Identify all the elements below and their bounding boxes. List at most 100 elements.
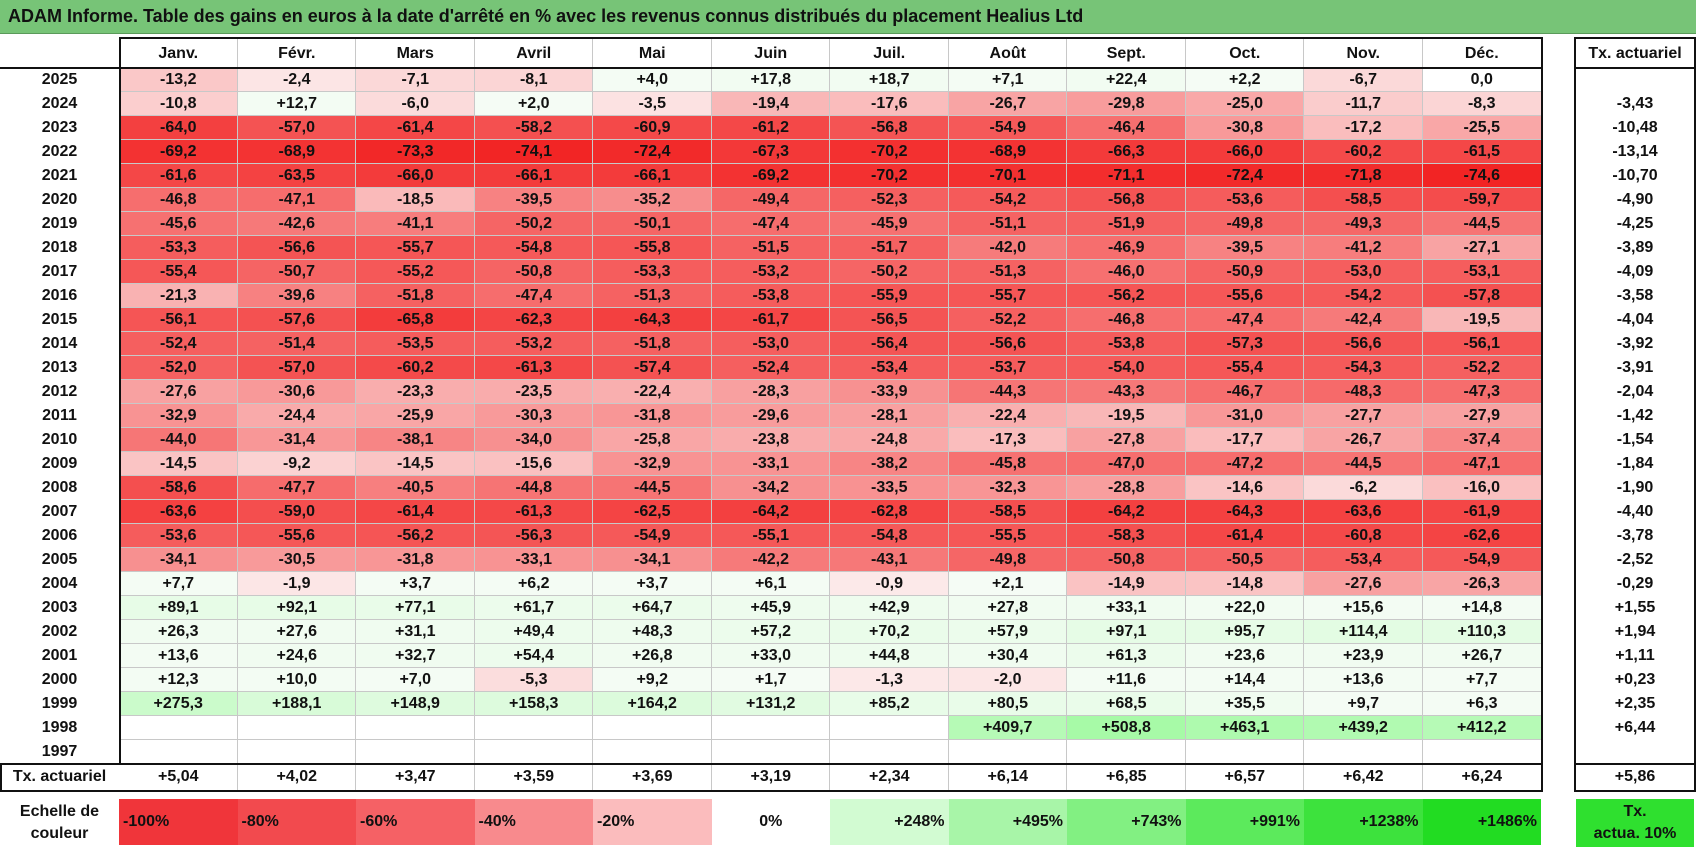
grid-line: [1303, 764, 1304, 790]
footer-rate-cell: +6,42: [1304, 764, 1423, 790]
heatmap-cell: +57,2: [711, 620, 830, 644]
heatmap-cell: -61,2: [711, 116, 830, 140]
grid-line: [236, 39, 238, 764]
grid-line: [1066, 39, 1067, 764]
heatmap-cell: -34,0: [474, 428, 593, 452]
heatmap-cell: +24,6: [237, 644, 356, 668]
footer-rate-cell: +3,69: [593, 764, 712, 790]
grid-line: [119, 403, 1541, 404]
footer-rate-cell: +4,02: [237, 764, 356, 790]
heatmap-cell: -34,1: [119, 548, 238, 572]
heatmap-cell: -57,3: [1185, 332, 1304, 356]
heatmap-cell: -14,5: [119, 452, 238, 476]
heatmap-cell: +275,3: [119, 692, 238, 716]
year-label: 2005: [0, 548, 119, 572]
grid-line: [473, 764, 475, 790]
heatmap-cell: -47,2: [1185, 452, 1304, 476]
heatmap-cell: -53,0: [1304, 260, 1423, 284]
heatmap-cell: [474, 716, 593, 740]
heatmap-cell: -67,3: [711, 140, 830, 164]
heatmap-cell: +7,7: [119, 572, 238, 596]
heatmap-cell: -55,4: [119, 260, 238, 284]
grid-line: [119, 139, 1541, 140]
heatmap-cell: -56,5: [830, 308, 949, 332]
heatmap-cell: -44,5: [593, 476, 712, 500]
heatmap-cell: [119, 716, 238, 740]
year-label: 2025: [0, 68, 119, 92]
heatmap-cell: +463,1: [1185, 716, 1304, 740]
heatmap-cell: -34,1: [593, 548, 712, 572]
heatmap-cell: -25,9: [356, 404, 475, 428]
heatmap-cell: +44,8: [830, 644, 949, 668]
year-label: 2003: [0, 596, 119, 620]
grid-line: [119, 283, 1541, 284]
year-label: 2018: [0, 236, 119, 260]
heatmap-cell: -51,1: [948, 212, 1067, 236]
heatmap-cell: -72,4: [1185, 164, 1304, 188]
heatmap-cell: +131,2: [711, 692, 830, 716]
heatmap-cell: -47,0: [1067, 452, 1186, 476]
month-header: Oct.: [1185, 39, 1304, 68]
heatmap-cell: -46,0: [1067, 260, 1186, 284]
heatmap-cell: +13,6: [119, 644, 238, 668]
grid-line: [119, 115, 1541, 116]
heatmap-cell: -46,4: [1067, 116, 1186, 140]
month-header: Déc.: [1422, 39, 1541, 68]
footer-annual-cell: +5,86: [1576, 764, 1694, 790]
color-scale-annual-line2: actua. 10%: [1593, 825, 1677, 842]
annual-header: Tx. actuariel: [1576, 39, 1694, 68]
heatmap-cell: -19,4: [711, 92, 830, 116]
year-label: 2016: [0, 284, 119, 308]
heatmap-cell: -46,8: [1067, 308, 1186, 332]
heatmap-cell: -69,2: [711, 164, 830, 188]
heatmap-cell: -52,4: [711, 356, 830, 380]
page-title: ADAM Informe. Table des gains en euros à…: [8, 6, 1084, 26]
heatmap-cell: -64,0: [119, 116, 238, 140]
heatmap-cell: +12,3: [119, 668, 238, 692]
heatmap-cell: -53,3: [593, 260, 712, 284]
heatmap-cell: -51,5: [711, 236, 830, 260]
color-scale-stop: 0%: [711, 799, 830, 845]
heatmap-cell: -57,0: [237, 356, 356, 380]
footer-label: Tx. actuariel: [0, 764, 119, 790]
heatmap-cell: -26,7: [948, 92, 1067, 116]
heatmap-cell: -56,1: [119, 308, 238, 332]
year-label: 2010: [0, 428, 119, 452]
year-label: 2000: [0, 668, 119, 692]
heatmap-cell: -31,8: [356, 548, 475, 572]
heatmap-cell: +45,9: [711, 596, 830, 620]
heatmap-cell: -46,8: [119, 188, 238, 212]
grid-line: [473, 39, 475, 764]
heatmap-cell: -27,9: [1422, 404, 1541, 428]
heatmap-cell: +9,7: [1304, 692, 1423, 716]
annual-rate-cell: +0,23: [1576, 668, 1694, 692]
heatmap-cell: -14,9: [1067, 572, 1186, 596]
heatmap-cell: -56,6: [237, 236, 356, 260]
heatmap-cell: -66,0: [1185, 140, 1304, 164]
heatmap-cell: -61,6: [119, 164, 238, 188]
heatmap-cell: -53,0: [711, 332, 830, 356]
heatmap-cell: +14,4: [1185, 668, 1304, 692]
heatmap-cell: +3,7: [356, 572, 475, 596]
year-label: 2002: [0, 620, 119, 644]
heatmap-cell: [711, 716, 830, 740]
year-label: 1997: [0, 740, 119, 764]
heatmap-cell: -61,9: [1422, 500, 1541, 524]
heatmap-cell: -46,7: [1185, 380, 1304, 404]
heatmap-cell: -62,6: [1422, 524, 1541, 548]
heatmap-cell: -55,2: [356, 260, 475, 284]
color-scale-annual: Tx. actua. 10%: [1576, 799, 1694, 847]
heatmap-cell: -57,6: [237, 308, 356, 332]
heatmap-cell: -2,0: [948, 668, 1067, 692]
heatmap-cell: -14,6: [1185, 476, 1304, 500]
grid-line: [119, 427, 1541, 428]
heatmap-cell: -30,3: [474, 404, 593, 428]
heatmap-cell: -61,4: [356, 116, 475, 140]
heatmap-cell: +23,9: [1304, 644, 1423, 668]
heatmap-cell: -70,1: [948, 164, 1067, 188]
color-scale-annual-line1: Tx.: [1623, 803, 1647, 820]
heatmap-cell: -39,5: [1185, 236, 1304, 260]
heatmap-cell: -73,3: [356, 140, 475, 164]
color-scale-stop: +495%: [948, 799, 1067, 845]
color-scale-stop: -20%: [593, 799, 712, 845]
